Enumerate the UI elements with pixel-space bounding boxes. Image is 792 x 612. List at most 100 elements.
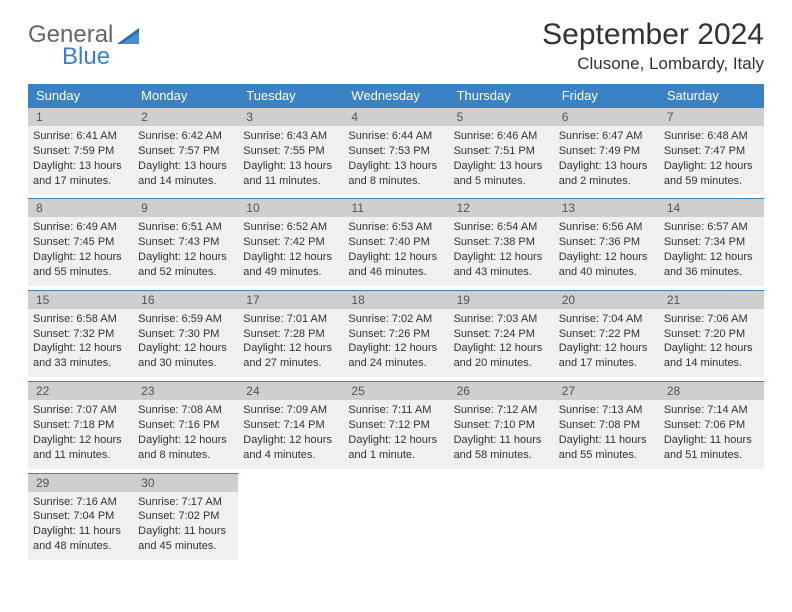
- day-cell: 15Sunrise: 6:58 AMSunset: 7:32 PMDayligh…: [28, 290, 133, 377]
- sunrise-line: Sunrise: 7:11 AM: [348, 403, 443, 418]
- header: General Blue September 2024 Clusone, Lom…: [28, 18, 764, 74]
- logo: General Blue: [28, 24, 143, 67]
- sunset-line: Sunset: 7:04 PM: [33, 509, 128, 524]
- day-content: Sunrise: 6:47 AMSunset: 7:49 PMDaylight:…: [554, 126, 659, 194]
- sunset-line: Sunset: 7:22 PM: [559, 327, 654, 342]
- day-content: Sunrise: 7:17 AMSunset: 7:02 PMDaylight:…: [133, 492, 238, 560]
- day-cell: 27Sunrise: 7:13 AMSunset: 7:08 PMDayligh…: [554, 381, 659, 468]
- day-number: 13: [554, 198, 659, 217]
- daylight-line: Daylight: 12 hours and 8 minutes.: [138, 433, 233, 463]
- day-content: Sunrise: 6:52 AMSunset: 7:42 PMDaylight:…: [238, 217, 343, 285]
- daylight-line: Daylight: 12 hours and 14 minutes.: [664, 341, 759, 371]
- day-number: 27: [554, 381, 659, 400]
- day-content: Sunrise: 7:06 AMSunset: 7:20 PMDaylight:…: [659, 309, 764, 377]
- daylight-line: Daylight: 12 hours and 33 minutes.: [33, 341, 128, 371]
- day-content: Sunrise: 6:53 AMSunset: 7:40 PMDaylight:…: [343, 217, 448, 285]
- day-number: 16: [133, 290, 238, 309]
- day-header: Wednesday: [343, 84, 448, 107]
- daylight-line: Daylight: 12 hours and 46 minutes.: [348, 250, 443, 280]
- sunrise-line: Sunrise: 7:17 AM: [138, 495, 233, 510]
- sunset-line: Sunset: 7:49 PM: [559, 144, 654, 159]
- sunrise-line: Sunrise: 7:14 AM: [664, 403, 759, 418]
- day-number: 12: [449, 198, 554, 217]
- daylight-line: Daylight: 11 hours and 48 minutes.: [33, 524, 128, 554]
- day-number: 6: [554, 107, 659, 126]
- daylight-line: Daylight: 12 hours and 27 minutes.: [243, 341, 338, 371]
- day-content: Sunrise: 7:12 AMSunset: 7:10 PMDaylight:…: [449, 400, 554, 468]
- day-number: 9: [133, 198, 238, 217]
- day-content: Sunrise: 7:07 AMSunset: 7:18 PMDaylight:…: [28, 400, 133, 468]
- day-cell: 4Sunrise: 6:44 AMSunset: 7:53 PMDaylight…: [343, 107, 448, 194]
- day-content: Sunrise: 7:09 AMSunset: 7:14 PMDaylight:…: [238, 400, 343, 468]
- sunset-line: Sunset: 7:02 PM: [138, 509, 233, 524]
- sunrise-line: Sunrise: 7:07 AM: [33, 403, 128, 418]
- daylight-line: Daylight: 12 hours and 30 minutes.: [138, 341, 233, 371]
- sunset-line: Sunset: 7:53 PM: [348, 144, 443, 159]
- sunrise-line: Sunrise: 6:46 AM: [454, 129, 549, 144]
- sunrise-line: Sunrise: 6:42 AM: [138, 129, 233, 144]
- daylight-line: Daylight: 13 hours and 8 minutes.: [348, 159, 443, 189]
- sunset-line: Sunset: 7:16 PM: [138, 418, 233, 433]
- day-cell: 22Sunrise: 7:07 AMSunset: 7:18 PMDayligh…: [28, 381, 133, 468]
- sunrise-line: Sunrise: 6:59 AM: [138, 312, 233, 327]
- day-number: 24: [238, 381, 343, 400]
- day-header: Thursday: [449, 84, 554, 107]
- daylight-line: Daylight: 13 hours and 11 minutes.: [243, 159, 338, 189]
- sunset-line: Sunset: 7:55 PM: [243, 144, 338, 159]
- day-content: Sunrise: 6:54 AMSunset: 7:38 PMDaylight:…: [449, 217, 554, 285]
- daylight-line: Daylight: 11 hours and 51 minutes.: [664, 433, 759, 463]
- empty-cell: [554, 473, 659, 560]
- day-content: Sunrise: 7:13 AMSunset: 7:08 PMDaylight:…: [554, 400, 659, 468]
- day-content: Sunrise: 6:41 AMSunset: 7:59 PMDaylight:…: [28, 126, 133, 194]
- day-content: Sunrise: 6:59 AMSunset: 7:30 PMDaylight:…: [133, 309, 238, 377]
- sunrise-line: Sunrise: 6:48 AM: [664, 129, 759, 144]
- sunset-line: Sunset: 7:24 PM: [454, 327, 549, 342]
- day-content: Sunrise: 6:56 AMSunset: 7:36 PMDaylight:…: [554, 217, 659, 285]
- daylight-line: Daylight: 11 hours and 45 minutes.: [138, 524, 233, 554]
- sunrise-line: Sunrise: 6:53 AM: [348, 220, 443, 235]
- calendar-table: SundayMondayTuesdayWednesdayThursdayFrid…: [28, 84, 764, 560]
- sunset-line: Sunset: 7:36 PM: [559, 235, 654, 250]
- day-content: Sunrise: 6:58 AMSunset: 7:32 PMDaylight:…: [28, 309, 133, 377]
- sunset-line: Sunset: 7:26 PM: [348, 327, 443, 342]
- day-content: Sunrise: 7:03 AMSunset: 7:24 PMDaylight:…: [449, 309, 554, 377]
- daylight-line: Daylight: 12 hours and 20 minutes.: [454, 341, 549, 371]
- empty-cell: [343, 473, 448, 560]
- day-number: 26: [449, 381, 554, 400]
- day-number: 28: [659, 381, 764, 400]
- day-number: 11: [343, 198, 448, 217]
- sunrise-line: Sunrise: 7:12 AM: [454, 403, 549, 418]
- day-cell: 25Sunrise: 7:11 AMSunset: 7:12 PMDayligh…: [343, 381, 448, 468]
- empty-cell: [449, 473, 554, 560]
- sunrise-line: Sunrise: 6:58 AM: [33, 312, 128, 327]
- sunset-line: Sunset: 7:45 PM: [33, 235, 128, 250]
- day-content: Sunrise: 7:11 AMSunset: 7:12 PMDaylight:…: [343, 400, 448, 468]
- day-cell: 17Sunrise: 7:01 AMSunset: 7:28 PMDayligh…: [238, 290, 343, 377]
- day-number: 30: [133, 473, 238, 492]
- day-header-row: SundayMondayTuesdayWednesdayThursdayFrid…: [28, 84, 764, 107]
- day-cell: 6Sunrise: 6:47 AMSunset: 7:49 PMDaylight…: [554, 107, 659, 194]
- week-row: 22Sunrise: 7:07 AMSunset: 7:18 PMDayligh…: [28, 381, 764, 468]
- day-cell: 11Sunrise: 6:53 AMSunset: 7:40 PMDayligh…: [343, 198, 448, 285]
- sunset-line: Sunset: 7:14 PM: [243, 418, 338, 433]
- week-row: 8Sunrise: 6:49 AMSunset: 7:45 PMDaylight…: [28, 198, 764, 285]
- day-content: Sunrise: 7:02 AMSunset: 7:26 PMDaylight:…: [343, 309, 448, 377]
- daylight-line: Daylight: 12 hours and 4 minutes.: [243, 433, 338, 463]
- day-number: 10: [238, 198, 343, 217]
- day-number: 18: [343, 290, 448, 309]
- day-cell: 28Sunrise: 7:14 AMSunset: 7:06 PMDayligh…: [659, 381, 764, 468]
- daylight-line: Daylight: 12 hours and 52 minutes.: [138, 250, 233, 280]
- day-cell: 8Sunrise: 6:49 AMSunset: 7:45 PMDaylight…: [28, 198, 133, 285]
- sunrise-line: Sunrise: 7:01 AM: [243, 312, 338, 327]
- day-number: 7: [659, 107, 764, 126]
- day-cell: 19Sunrise: 7:03 AMSunset: 7:24 PMDayligh…: [449, 290, 554, 377]
- day-content: Sunrise: 6:51 AMSunset: 7:43 PMDaylight:…: [133, 217, 238, 285]
- day-number: 20: [554, 290, 659, 309]
- sunrise-line: Sunrise: 6:56 AM: [559, 220, 654, 235]
- sunrise-line: Sunrise: 6:54 AM: [454, 220, 549, 235]
- day-content: Sunrise: 6:42 AMSunset: 7:57 PMDaylight:…: [133, 126, 238, 194]
- day-number: 25: [343, 381, 448, 400]
- sunset-line: Sunset: 7:32 PM: [33, 327, 128, 342]
- sunrise-line: Sunrise: 7:02 AM: [348, 312, 443, 327]
- sunset-line: Sunset: 7:28 PM: [243, 327, 338, 342]
